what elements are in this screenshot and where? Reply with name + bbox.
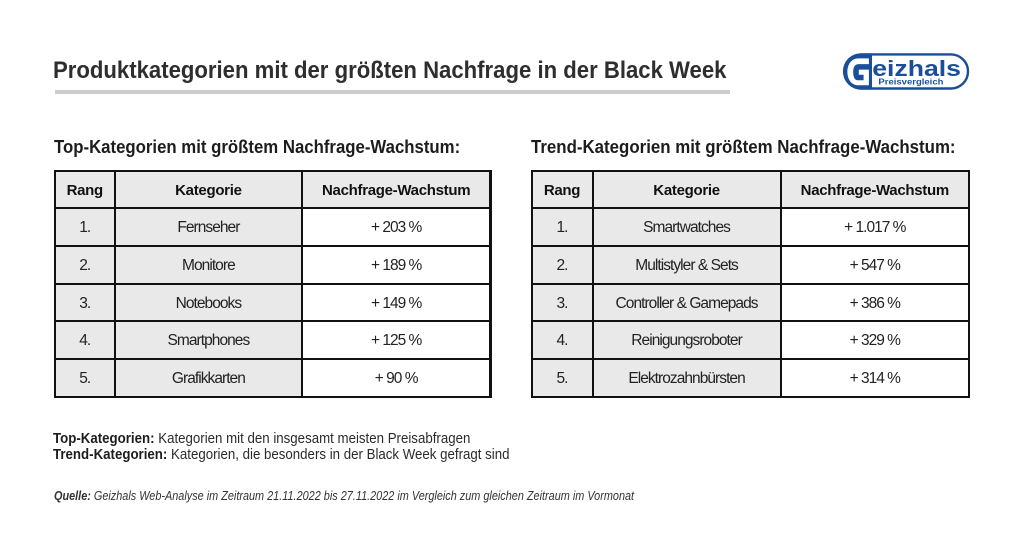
svg-text:Preisvergleich: Preisvergleich <box>878 77 943 86</box>
svg-text:eizhals: eizhals <box>872 57 961 81</box>
